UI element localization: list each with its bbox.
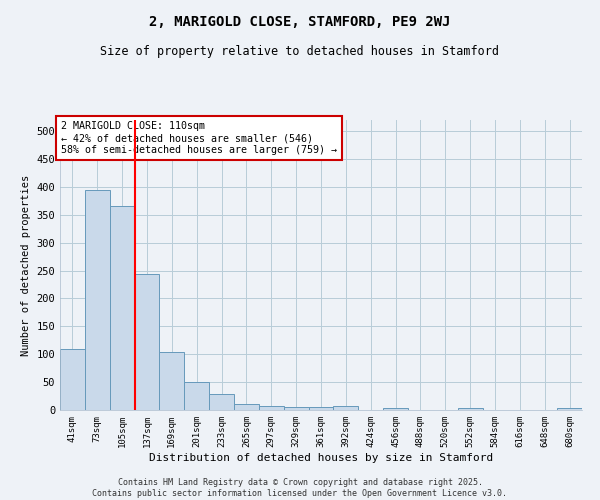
- Bar: [209, 394, 234, 410]
- Bar: [557, 408, 582, 410]
- Bar: [134, 274, 160, 410]
- Text: 2 MARIGOLD CLOSE: 110sqm
← 42% of detached houses are smaller (546)
58% of semi-: 2 MARIGOLD CLOSE: 110sqm ← 42% of detach…: [61, 122, 337, 154]
- Bar: [458, 408, 482, 410]
- Bar: [234, 404, 259, 410]
- Bar: [259, 406, 284, 410]
- Bar: [334, 406, 358, 410]
- Text: Contains HM Land Registry data © Crown copyright and database right 2025.
Contai: Contains HM Land Registry data © Crown c…: [92, 478, 508, 498]
- Bar: [308, 407, 334, 410]
- Bar: [383, 408, 408, 410]
- Bar: [160, 352, 184, 410]
- Bar: [85, 190, 110, 410]
- Bar: [60, 348, 85, 410]
- X-axis label: Distribution of detached houses by size in Stamford: Distribution of detached houses by size …: [149, 452, 493, 462]
- Bar: [284, 406, 308, 410]
- Bar: [110, 206, 134, 410]
- Text: Size of property relative to detached houses in Stamford: Size of property relative to detached ho…: [101, 45, 499, 58]
- Text: 2, MARIGOLD CLOSE, STAMFORD, PE9 2WJ: 2, MARIGOLD CLOSE, STAMFORD, PE9 2WJ: [149, 15, 451, 29]
- Bar: [184, 382, 209, 410]
- Y-axis label: Number of detached properties: Number of detached properties: [21, 174, 31, 356]
